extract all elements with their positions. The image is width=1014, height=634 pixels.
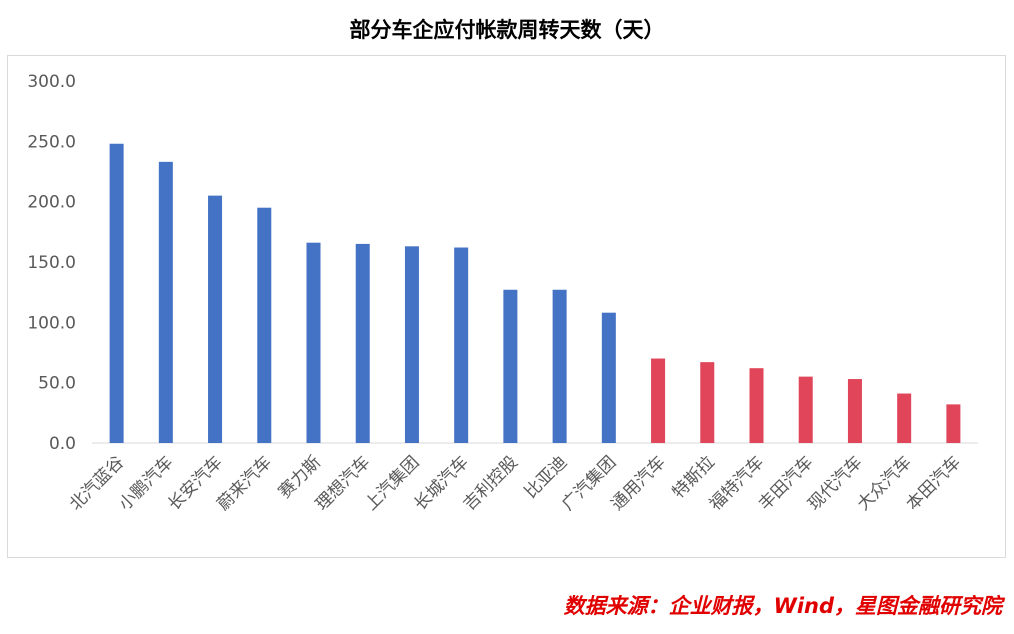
chart-title: 部分车企应付帐款周转天数（天） (349, 18, 665, 42)
bar (503, 289, 518, 443)
bar (749, 368, 764, 443)
x-tick-label: 通用汽车 (607, 452, 669, 514)
x-tick-label: 吉利控股 (460, 452, 522, 514)
bar (798, 376, 813, 443)
bar (847, 379, 862, 443)
y-tick-label: 250.0 (27, 132, 76, 152)
y-tick-label: 200.0 (27, 193, 76, 213)
y-tick-label: 150.0 (27, 253, 76, 273)
bar (552, 289, 567, 443)
data-source-note: 数据来源：企业财报，Wind，星图金融研究院 (563, 594, 1002, 618)
bar (158, 161, 173, 443)
bar (601, 312, 616, 443)
bar (208, 195, 223, 443)
bar (404, 246, 419, 443)
y-tick-label: 50.0 (38, 374, 76, 394)
bar (651, 358, 666, 443)
bar (946, 404, 961, 443)
y-tick-label: 300.0 (27, 72, 76, 92)
bar (306, 242, 321, 443)
x-tick-label: 本田汽车 (903, 452, 965, 514)
bar (700, 362, 715, 443)
chart-frame (7, 55, 1006, 558)
bar (109, 143, 124, 443)
bar (355, 243, 370, 443)
bar (257, 207, 272, 443)
bar (454, 247, 469, 443)
y-tick-label: 100.0 (27, 313, 76, 333)
bar (897, 393, 912, 443)
x-tick-label: 蔚来汽车 (214, 452, 276, 514)
y-tick-label: 0.0 (49, 434, 76, 454)
